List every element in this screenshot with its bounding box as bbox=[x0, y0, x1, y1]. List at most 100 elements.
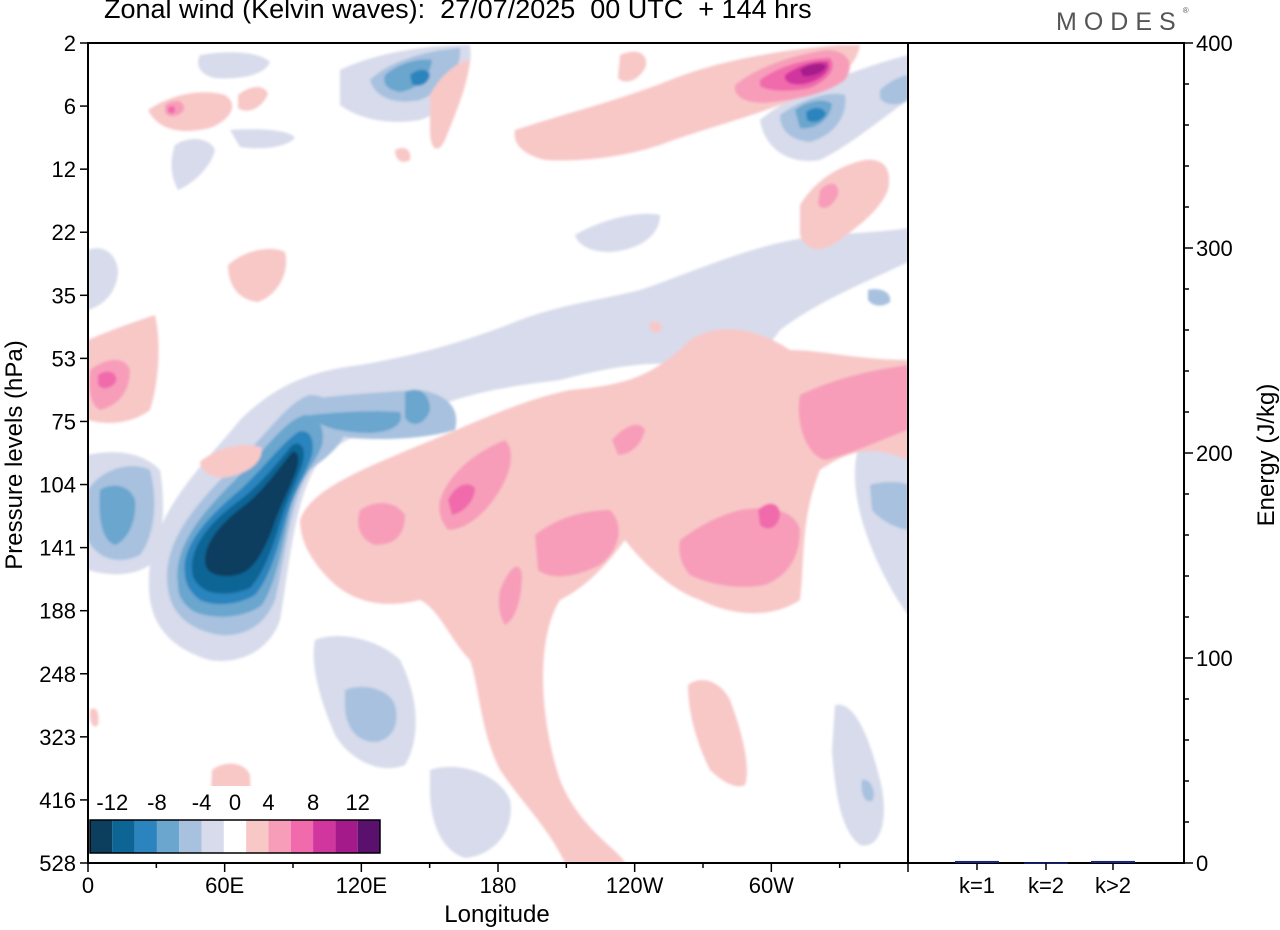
x-tick-label: 60W bbox=[749, 873, 794, 898]
energy-axis-title: Energy (J/kg) bbox=[1253, 384, 1280, 527]
y-tick-label: 12 bbox=[52, 157, 76, 182]
energy-category-label: k=2 bbox=[1028, 873, 1064, 898]
brand-logo: MODES® bbox=[1056, 6, 1189, 37]
energy-tick-label: 200 bbox=[1196, 441, 1233, 466]
y-tick-label: 35 bbox=[52, 283, 76, 308]
strong-westerly-70W bbox=[758, 503, 780, 529]
colorbar-labels: -12 -8 -4 0 4 8 12 bbox=[96, 790, 370, 815]
y-tick-label: 528 bbox=[39, 851, 76, 876]
colorbar-swatch bbox=[179, 820, 202, 853]
moderate-westerly-120W bbox=[535, 510, 619, 577]
colorbar-label: 12 bbox=[345, 790, 369, 815]
moderate-westerly-far-right bbox=[798, 365, 908, 460]
colorbar-label: -12 bbox=[96, 790, 128, 815]
y-tick-label: 323 bbox=[39, 725, 76, 750]
strong-easterly-west bbox=[99, 485, 136, 545]
weak-easterly-mid-1 bbox=[171, 138, 215, 190]
x-axis-title: Longitude bbox=[444, 901, 549, 928]
weak-easterly-left-top bbox=[198, 52, 270, 79]
weak-easterly-left-upper bbox=[88, 248, 118, 310]
colorbar-swatch bbox=[268, 820, 291, 853]
colorbar-swatch bbox=[112, 820, 135, 853]
energy-tick-label: 300 bbox=[1196, 236, 1233, 261]
extreme-westerly-top bbox=[800, 63, 826, 77]
weak-easterly-lower-2 bbox=[430, 766, 511, 858]
moderate-westerly-160E bbox=[358, 503, 405, 545]
strong-westerly-west bbox=[98, 371, 117, 389]
strong-easterly-col bbox=[405, 389, 430, 424]
weak-westerly-top-left bbox=[148, 92, 233, 131]
energy-bars: k=1 k=2 k>2 bbox=[955, 860, 1135, 898]
moderate-easterly-lower-right bbox=[861, 779, 874, 802]
positive-anomaly-extreme bbox=[800, 63, 826, 77]
energy-tick-label: 100 bbox=[1196, 646, 1233, 671]
weak-easterly-mid-2 bbox=[230, 129, 295, 149]
x-tick-label: 0 bbox=[82, 873, 94, 898]
colorbar: -12 -8 -4 0 4 8 12 bbox=[88, 786, 388, 856]
energy-panel-frame bbox=[907, 42, 1185, 864]
colorbar-swatch bbox=[223, 820, 247, 853]
contour-shading bbox=[88, 45, 908, 863]
weak-easterly-upper-2 bbox=[575, 213, 660, 252]
brand-text: MODES bbox=[1056, 8, 1183, 36]
weak-westerly-right-upper bbox=[800, 159, 890, 250]
chart-title: Zonal wind (Kelvin waves): 27/07/2025 00… bbox=[104, 0, 812, 24]
y-tick-label: 53 bbox=[52, 346, 76, 371]
y-tick-label: 141 bbox=[39, 536, 76, 561]
strong-westerly-165E bbox=[448, 484, 475, 515]
colorbar-label: 4 bbox=[262, 790, 274, 815]
colorbar-swatch bbox=[335, 820, 358, 853]
energy-bar-3 bbox=[1091, 860, 1135, 863]
colorbar-swatch bbox=[90, 820, 113, 853]
energy-category-label: k>2 bbox=[1095, 873, 1131, 898]
weak-westerly-upper-mid bbox=[618, 51, 647, 82]
moderate-easterly-lower bbox=[345, 686, 397, 742]
very-strong-easterly-top-right bbox=[806, 108, 826, 122]
y-tick-label: 2 bbox=[64, 31, 76, 56]
weak-easterly-right-1 bbox=[854, 447, 908, 615]
weak-westerly-spot-1 bbox=[395, 148, 411, 162]
colorbar-frame bbox=[89, 819, 381, 854]
moderate-easterly-topright2 bbox=[880, 75, 908, 105]
colorbar-label: -8 bbox=[147, 790, 167, 815]
moderate-easterly-right-upper bbox=[868, 289, 891, 306]
weak-westerly-top-left-2 bbox=[238, 86, 268, 111]
x-tick-label: 120E bbox=[336, 873, 387, 898]
x-tick-label: 120W bbox=[606, 873, 664, 898]
colorbar-swatch bbox=[246, 820, 269, 853]
strong-easterly-tongue bbox=[310, 411, 401, 433]
moderate-westerly-mid bbox=[612, 424, 645, 455]
weak-easterly-lower-3 bbox=[832, 704, 884, 846]
colorbar-swatch bbox=[290, 820, 314, 853]
y-tick-label: 188 bbox=[39, 599, 76, 624]
y-axis-title: Pressure levels (hPa) bbox=[1, 340, 28, 569]
moderate-easterly-far-right bbox=[870, 481, 908, 530]
energy-tick-label: 400 bbox=[1196, 31, 1233, 56]
brand-registered-mark: ® bbox=[1182, 6, 1189, 15]
colorbar-swatch bbox=[134, 820, 157, 853]
y-tick-label: 22 bbox=[52, 220, 76, 245]
weak-westerly-band-main bbox=[300, 329, 908, 863]
negative-anomaly-core bbox=[205, 451, 299, 577]
weak-westerly-mid-left-2 bbox=[200, 444, 262, 478]
weak-westerly-spot-3 bbox=[89, 708, 99, 727]
colorbar-label: -4 bbox=[192, 790, 212, 815]
colorbar-label: 0 bbox=[229, 790, 241, 815]
very-strong-easterly-col bbox=[410, 69, 430, 86]
colorbar-swatch bbox=[357, 820, 380, 853]
x-axis: 0 60E 120E 180 120W 60W bbox=[82, 863, 909, 898]
weak-westerly-top bbox=[430, 60, 470, 149]
moderate-westerly-lower bbox=[498, 566, 522, 625]
energy-category-label: k=1 bbox=[959, 873, 995, 898]
y-tick-label: 6 bbox=[64, 94, 76, 119]
y-tick-label: 75 bbox=[52, 409, 76, 434]
colorbar-swatches bbox=[89, 819, 381, 854]
weak-westerly-lower-1 bbox=[688, 680, 747, 787]
y-axis: 2 6 12 22 35 53 75 104 141 188 248 323 416 528 bbox=[39, 31, 88, 876]
x-tick-label: 60E bbox=[205, 873, 244, 898]
y-tick-label: 416 bbox=[39, 788, 76, 813]
y-tick-label: 248 bbox=[39, 662, 76, 687]
x-tick-label: 180 bbox=[480, 873, 517, 898]
energy-axis: 0 100 200 300 400 bbox=[1184, 31, 1233, 876]
